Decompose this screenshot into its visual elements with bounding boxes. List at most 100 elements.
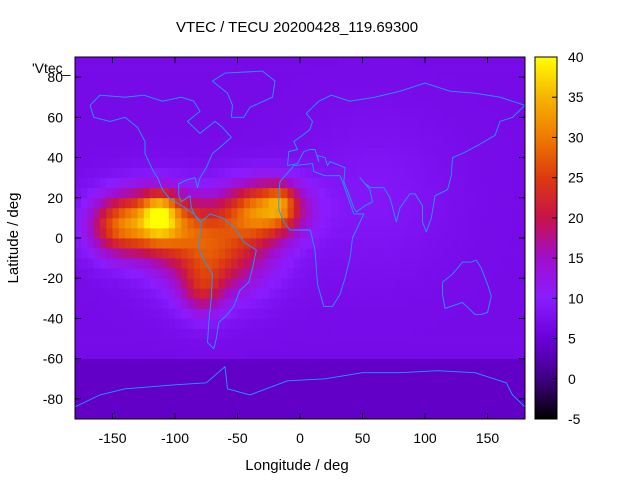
heat-cell: [325, 187, 332, 199]
heat-cell: [325, 388, 332, 400]
heat-cell: [281, 227, 288, 239]
heat-cell: [93, 97, 101, 108]
heat-cell: [262, 268, 270, 279]
heat-cell: [262, 77, 270, 88]
heat-cell: [456, 157, 463, 169]
heat-cell: [456, 248, 463, 259]
heat-cell: [381, 378, 388, 390]
heat-cell: [337, 107, 345, 118]
heat-cell: [106, 358, 113, 370]
heat-cell: [481, 227, 488, 239]
heat-cell: [187, 177, 195, 189]
heat-cell: [475, 217, 482, 229]
heat-cell: [456, 147, 463, 158]
heat-cell: [400, 97, 407, 108]
heat-cell: [337, 217, 345, 229]
heat-cell: [331, 177, 338, 189]
heat-cell: [75, 388, 82, 400]
heat-cell: [293, 87, 301, 98]
heat-cell: [368, 127, 376, 138]
heat-cell: [343, 398, 351, 410]
heat-cell: [300, 87, 307, 98]
heat-cell: [250, 107, 257, 118]
heat-cell: [381, 197, 388, 209]
heat-cell: [400, 117, 407, 128]
heat-cell: [356, 197, 363, 209]
heat-cell: [293, 67, 301, 78]
heat-cell: [162, 388, 170, 400]
heat-cell: [206, 207, 213, 219]
heat-cell: [356, 338, 363, 350]
heat-cell: [493, 147, 501, 158]
heat-cell: [131, 338, 138, 350]
heat-cell: [468, 368, 476, 380]
heat-cell: [481, 388, 488, 400]
heat-cell: [281, 298, 288, 309]
heat-cell: [325, 137, 332, 148]
heat-cell: [343, 87, 351, 98]
heat-cell: [381, 177, 388, 189]
heat-cell: [287, 217, 295, 229]
heat-cell: [131, 97, 138, 108]
heat-cell: [237, 368, 245, 380]
heat-cell: [206, 127, 213, 138]
heat-cell: [437, 238, 445, 249]
heat-cell: [300, 368, 307, 380]
heat-cell: [443, 398, 451, 410]
heat-cell: [437, 197, 445, 209]
heat-cell: [418, 308, 426, 319]
heat-cell: [475, 268, 482, 279]
heat-cell: [475, 348, 482, 360]
heat-cell: [362, 147, 370, 158]
heat-cell: [362, 167, 370, 179]
heat-cell: [75, 278, 82, 289]
heat-cell: [87, 167, 95, 179]
heat-cell: [225, 388, 232, 400]
heat-cell: [143, 318, 151, 329]
heat-cell: [468, 117, 476, 128]
heat-cell: [168, 338, 176, 350]
heat-cell: [256, 268, 263, 279]
heat-cell: [318, 167, 326, 179]
heat-cell: [93, 117, 101, 128]
heat-cell: [250, 358, 257, 370]
heat-cell: [168, 268, 176, 279]
heat-cell: [168, 227, 176, 239]
heat-cell: [500, 127, 507, 138]
heat-cell: [243, 227, 251, 239]
heat-cell: [168, 147, 176, 158]
heat-cell: [293, 197, 301, 209]
heat-cell: [468, 77, 476, 88]
heat-cell: [500, 248, 507, 259]
heat-cell: [87, 217, 95, 229]
heat-cell: [493, 97, 501, 108]
heat-cell: [325, 227, 332, 239]
heat-cell: [193, 288, 201, 299]
heat-cell: [450, 87, 457, 98]
heat-cell: [206, 167, 213, 179]
heat-cell: [406, 358, 413, 370]
heat-cell: [512, 388, 520, 400]
heat-cell: [281, 348, 288, 360]
heat-cell: [431, 177, 438, 189]
heat-cell: [118, 398, 126, 410]
heat-cell: [93, 378, 101, 390]
heat-cell: [125, 57, 132, 68]
heat-cell: [143, 177, 151, 189]
heat-cell: [175, 127, 182, 138]
heat-cell: [118, 268, 126, 279]
heat-cell: [306, 268, 313, 279]
heat-cell: [125, 207, 132, 219]
heat-cell: [475, 227, 482, 239]
heat-cell: [450, 197, 457, 209]
heat-cell: [487, 87, 495, 98]
heat-cell: [262, 388, 270, 400]
heat-cell: [406, 318, 413, 329]
heat-cell: [412, 177, 420, 189]
heat-cell: [168, 348, 176, 360]
heat-cell: [462, 137, 470, 148]
heat-cell: [243, 328, 251, 339]
heat-cell: [443, 187, 451, 199]
heat-cell: [231, 268, 238, 279]
heat-cell: [425, 278, 432, 289]
